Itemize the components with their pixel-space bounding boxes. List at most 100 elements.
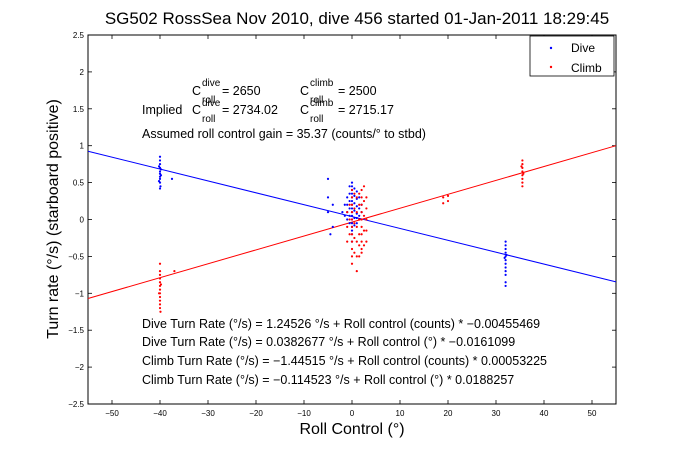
dive-point <box>348 222 351 225</box>
climb-point <box>348 218 351 221</box>
annotation-dive-eq-counts: Dive Turn Rate (°/s) = 1.24526 °/s + Rol… <box>142 317 540 331</box>
annotation-implied-c-climb-sub: roll <box>310 114 323 125</box>
y-tick-label: −1.5 <box>68 326 84 335</box>
x-tick-label: 0 <box>350 409 355 418</box>
climb-point <box>158 295 162 299</box>
climb-point <box>360 251 363 254</box>
annotation-implied-prefix: Implied <box>142 103 182 117</box>
climb-point <box>362 244 366 247</box>
climb-point <box>360 188 363 192</box>
dive-point <box>350 199 354 203</box>
dive-point <box>348 207 351 210</box>
dive-point <box>355 205 358 208</box>
climb-point <box>360 203 363 206</box>
annotation-climb-eq-degrees: Climb Turn Rate (°/s) = −0.114523 °/s + … <box>142 373 514 387</box>
climb-point <box>350 196 354 199</box>
climb-point <box>158 288 162 291</box>
x-tick-label: 10 <box>396 409 405 418</box>
x-axis-label: Roll Control (°) <box>299 421 404 438</box>
annotation-dive-eq-degrees: Dive Turn Rate (°/s) = 0.0382677 °/s + R… <box>142 335 515 349</box>
annotation-implied-c-climb-prefix: C <box>300 103 309 117</box>
dive-point <box>353 187 356 190</box>
dive-point <box>350 185 354 188</box>
climb-point <box>353 236 356 240</box>
dive-point <box>157 165 161 168</box>
annotation-c-climb-prefix: C <box>300 84 309 98</box>
y-tick-label: 1 <box>80 142 85 151</box>
dive-point <box>346 218 349 221</box>
climb-point <box>360 196 363 199</box>
y-tick-label: 0.5 <box>73 179 85 188</box>
climb-point <box>521 185 524 188</box>
dive-point <box>358 214 361 217</box>
y-tick-label: 2.5 <box>73 31 85 40</box>
climb-point <box>446 194 450 197</box>
x-tick-label: 20 <box>444 409 453 418</box>
dive-point <box>504 266 507 269</box>
climb-point <box>350 211 354 214</box>
climb-point <box>350 218 354 221</box>
climb-point <box>521 159 524 162</box>
legend: Dive Climb <box>529 35 615 77</box>
dive-point <box>346 203 349 206</box>
dive-point <box>504 281 507 284</box>
dive-point <box>158 187 162 190</box>
climb-point <box>360 247 363 251</box>
legend-marker-climb <box>549 65 553 69</box>
dive-point <box>158 163 162 166</box>
climb-point <box>350 255 354 258</box>
y-tick-label: −2.5 <box>68 400 84 409</box>
x-tick-label: −30 <box>201 409 215 418</box>
dive-point <box>504 244 507 247</box>
annotation-implied: Implied C dive roll = 2734.02 C climb ro… <box>142 98 394 125</box>
x-tick-label: −40 <box>153 409 167 418</box>
climb-point <box>355 196 358 199</box>
climb-point <box>350 247 354 251</box>
dive-point <box>350 181 354 184</box>
dive-point <box>159 185 162 188</box>
climb-point <box>346 225 349 228</box>
climb-point <box>158 306 162 310</box>
annotation-implied-c-dive-value: = 2734.02 <box>222 103 278 117</box>
legend-box <box>529 35 615 77</box>
climb-point <box>158 281 162 284</box>
climb-point <box>346 211 349 214</box>
climb-point <box>159 310 162 313</box>
dive-point <box>355 222 358 225</box>
climb-point <box>360 233 363 236</box>
y-tick-label: 2 <box>80 68 85 77</box>
dive-point <box>348 199 351 203</box>
climb-point <box>350 262 354 265</box>
dive-point <box>157 180 161 183</box>
climb-point <box>358 203 361 206</box>
dive-point <box>358 196 361 199</box>
climb-point <box>358 218 361 221</box>
climb-point <box>521 163 524 166</box>
climb-point <box>158 303 162 306</box>
dive-point <box>504 247 507 251</box>
annotation-c-dive-prefix: C <box>192 84 201 98</box>
climb-point <box>362 185 366 188</box>
legend-label-climb: Climb <box>571 61 602 75</box>
climb-point <box>362 229 366 232</box>
dive-point <box>326 177 330 181</box>
climb-point <box>158 262 162 265</box>
climb-point <box>365 229 368 232</box>
climb-point <box>158 273 162 276</box>
dive-point <box>341 211 344 214</box>
x-tick-label: 40 <box>540 409 549 418</box>
y-tick-label: −1 <box>75 289 85 298</box>
climb-point <box>365 196 368 199</box>
climb-point <box>355 255 358 258</box>
climb-point <box>365 218 368 221</box>
annotation-c-dive-sub: roll <box>202 95 215 106</box>
annotation-implied-c-climb-sup: climb <box>310 98 334 109</box>
climb-point <box>360 240 363 243</box>
y-tick-label: −2 <box>75 363 85 372</box>
dive-point <box>504 251 507 254</box>
annotation-implied-c-dive-sub: roll <box>202 114 215 125</box>
climb-point <box>442 196 445 199</box>
annotation-c-dive-value: = 2650 <box>222 84 261 98</box>
dive-point <box>353 202 356 205</box>
dive-point <box>348 214 351 217</box>
